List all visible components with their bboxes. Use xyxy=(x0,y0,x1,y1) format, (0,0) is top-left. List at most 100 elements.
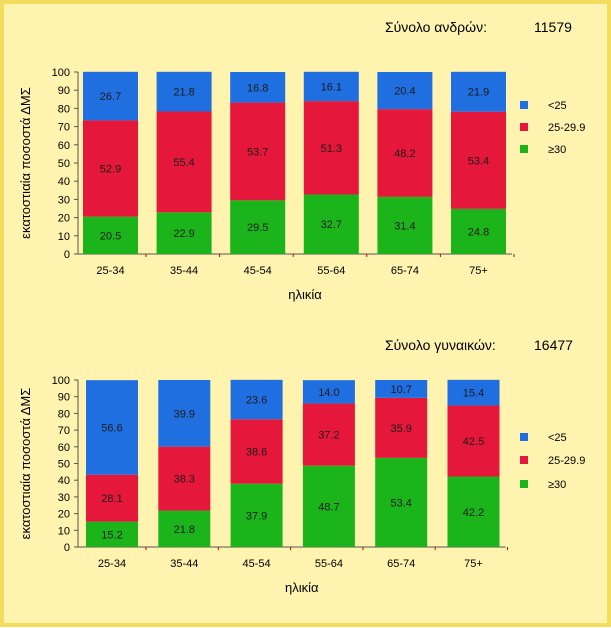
chart1-y-tick-label: 100 xyxy=(52,67,70,79)
chart2-data-label: 10.7 xyxy=(390,384,411,396)
chart2-bar-segment xyxy=(86,380,138,475)
chart2-bar-segment xyxy=(230,379,283,420)
chart2-y-tick-label: 70 xyxy=(58,425,70,437)
chart2-data-label: 37.9 xyxy=(246,510,267,522)
chart1-legend-swatch xyxy=(520,145,528,153)
chart2-bar-segment xyxy=(447,379,500,406)
chart2-y-tick-label: 50 xyxy=(58,459,70,471)
chart1-data-label: 31.4 xyxy=(394,220,415,232)
chart1-data-label: 20.4 xyxy=(394,86,415,98)
chart1-bar-segment xyxy=(83,216,138,254)
chart1-total-label: Σύνολο ανδρών: xyxy=(385,19,487,35)
chart1-bar-segment xyxy=(451,71,506,112)
chart1-data-label: 51.3 xyxy=(321,143,342,155)
chart1-bar-segment xyxy=(377,196,433,254)
chart2-data-label: 39.9 xyxy=(174,408,195,420)
chart2-x-axis-title: ηλικία xyxy=(285,580,319,595)
chart-canvas: Σύνολο ανδρών: 11579 0 10 20 30 40 50 60 70 80 90 10… xyxy=(18,19,585,595)
chart1-data-label: 48.2 xyxy=(394,148,415,160)
chart2-legend-label: ≥30 xyxy=(548,479,566,491)
chart1-data-label: 55.4 xyxy=(173,157,194,169)
chart1-y-tick-label: 90 xyxy=(58,85,70,97)
chart2-bar-segment xyxy=(230,483,283,547)
chart1-data-label: 53.4 xyxy=(468,155,489,167)
chart2-bar-segment xyxy=(375,380,428,398)
chart2-data-label: 48.7 xyxy=(318,501,339,513)
chart2-legend-swatch xyxy=(520,480,528,488)
chart1-bar-segment xyxy=(303,71,359,102)
chart2-x-tick-label: 25-34 xyxy=(98,558,126,570)
chart2-data-label: 15.2 xyxy=(101,529,122,541)
chart1-data-label: 22.9 xyxy=(173,228,194,240)
chart1-legend-label: <25 xyxy=(548,100,567,112)
chart2-data-label: 21.8 xyxy=(174,524,195,536)
chart2-bar-segment xyxy=(230,419,283,484)
chart2-y-tick-label: 40 xyxy=(58,475,70,487)
chart1-legend-swatch xyxy=(520,123,528,131)
chart1-legend-label: 25-29.9 xyxy=(548,122,585,134)
chart1-legend-label: ≥30 xyxy=(548,144,566,156)
chart2-bar-segment xyxy=(375,457,428,547)
chart2-data-label: 14.0 xyxy=(318,387,339,399)
chart1-x-tick-label: 35-44 xyxy=(170,265,198,277)
chart2-legend-swatch xyxy=(520,433,528,441)
chart1-y-tick-label: 60 xyxy=(58,140,70,152)
chart1-bar-segment xyxy=(156,212,212,254)
chart1-bar-segment xyxy=(303,194,359,254)
chart2-y-tick-label: 10 xyxy=(58,525,70,537)
chart1-y-tick-label: 50 xyxy=(58,158,70,170)
chart1-bar-segment xyxy=(451,208,506,254)
chart1-bar-segment xyxy=(377,109,433,197)
chart1-x-tick-label: 65-74 xyxy=(391,265,419,277)
chart1-data-label: 32.7 xyxy=(321,219,342,231)
chart1-data-label: 52.9 xyxy=(100,164,121,176)
chart2-x-tick-label: 35-44 xyxy=(170,558,198,570)
chart2-legend-label: <25 xyxy=(548,432,567,444)
chart1-y-tick-label: 40 xyxy=(58,176,70,188)
chart2-data-label: 42.2 xyxy=(463,507,484,519)
chart1-data-label: 24.8 xyxy=(468,226,489,238)
chart2-y-tick-label: 90 xyxy=(58,392,70,404)
chart1-total-value: 11579 xyxy=(534,19,572,35)
chart1-bar-segment xyxy=(451,111,506,209)
chart2-data-label: 56.6 xyxy=(101,422,122,434)
chart2-y-tick-label: 30 xyxy=(58,492,70,504)
chart1-y-tick-label: 20 xyxy=(58,213,70,225)
chart1-data-label: 16.1 xyxy=(321,81,342,93)
chart2-data-label: 35.9 xyxy=(390,423,411,435)
chart2-bar-segment xyxy=(447,405,500,477)
chart2-data-label: 37.2 xyxy=(318,430,339,442)
chart2-y-tick-label: 60 xyxy=(58,442,70,454)
chart2-data-label: 42.5 xyxy=(463,436,484,448)
chart2-bar-segment xyxy=(375,397,428,458)
chart2-x-tick-label: 75+ xyxy=(464,558,483,570)
chart2-data-label: 23.6 xyxy=(246,395,267,407)
chart1-y-tick-label: 10 xyxy=(58,231,70,243)
chart2-bar-segment xyxy=(302,380,355,404)
chart2-x-tick-label: 55-64 xyxy=(315,558,343,570)
chart1-data-label: 16.8 xyxy=(247,82,268,94)
chart2-data-label: 38.3 xyxy=(174,474,195,486)
chart1-bar-segment xyxy=(230,102,286,201)
chart1-y-axis-title: εκατοστιαία ποσοστά ΔΜΣ xyxy=(18,87,33,239)
chart2-y-tick-label: 20 xyxy=(58,509,70,521)
chart2-data-label: 53.4 xyxy=(390,497,411,509)
chart2-bar-segment xyxy=(158,446,211,511)
chart1-data-label: 26.7 xyxy=(100,91,121,103)
chart2-bar-segment xyxy=(302,465,355,547)
chart2-total-value: 16477 xyxy=(534,337,573,353)
chart1-y-tick-label: 30 xyxy=(58,194,70,206)
chart2-y-tick-label: 0 xyxy=(64,542,70,554)
chart2-legend-label: 25-29.9 xyxy=(548,455,585,467)
chart2-bar-segment xyxy=(86,521,138,547)
chart2-bar-segment xyxy=(158,380,211,447)
chart2-data-label: 15.4 xyxy=(463,388,484,400)
chart1-y-tick-label: 70 xyxy=(58,122,70,134)
chart1-bar-segment xyxy=(377,72,433,110)
chart1-bar-segment xyxy=(83,71,138,121)
chart2-data-label: 28.1 xyxy=(101,493,122,505)
chart2-bar-segment xyxy=(86,474,138,522)
chart1-x-tick-label: 25-34 xyxy=(96,265,124,277)
chart2-y-axis-title: εκατοστιαία ποσοστά ΔΜΣ xyxy=(18,388,33,540)
chart1-data-label: 53.7 xyxy=(247,146,268,158)
